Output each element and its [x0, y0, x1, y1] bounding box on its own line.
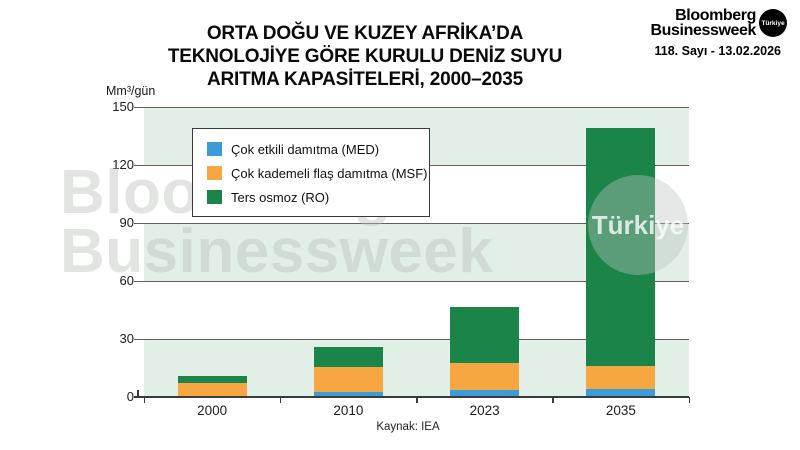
x-axis-tick [688, 397, 690, 403]
y-tick-label: 0 [126, 389, 134, 404]
legend-item: Çok kademeli flaş damıtma (MSF) [207, 161, 429, 185]
brand-line1: Bloomberg [675, 7, 756, 24]
x-tick-label: 2010 [333, 403, 364, 418]
legend-swatch [207, 142, 222, 156]
x-tick-label: 2023 [469, 403, 500, 418]
bar-segment [313, 346, 383, 368]
bloomberg-businessweek-logo: Bloomberg Businessweek [650, 7, 757, 39]
x-axis-tick [552, 397, 554, 403]
bar-segment [586, 128, 656, 367]
chart-legend: Çok etkili damıtma (MED) Çok kademeli fla… [192, 128, 430, 217]
legend-swatch [207, 166, 222, 180]
gridline [134, 338, 689, 340]
x-axis-line [134, 396, 689, 398]
chart-title: ORTA DOĞU VE KUZEY AFRİKA’DA TEKNOLOJİYE… [125, 22, 605, 91]
legend-item: Ters osmoz (RO) [207, 185, 429, 209]
legend-item: Çok etkili damıtma (MED) [207, 137, 429, 161]
bar-segment [586, 389, 656, 397]
legend-label: Çok etkili damıtma (MED) [231, 141, 380, 157]
x-axis-tick [279, 397, 282, 403]
bar-segment [177, 383, 247, 397]
source-label: Kaynak: IEA [376, 421, 440, 433]
turkiye-badge-icon: Türkiye [759, 9, 787, 37]
legend-label: Ters osmoz (RO) [231, 189, 330, 205]
gridline [134, 222, 689, 224]
x-tick-label: 2000 [197, 403, 228, 418]
y-tick-label: 120 [112, 157, 134, 172]
x-axis-tick [143, 397, 145, 403]
issue-date: 118. Sayı - 13.02.2026 [654, 44, 782, 58]
legend-swatch [207, 190, 222, 204]
bar-segment [177, 375, 247, 384]
bar-segment [313, 367, 383, 393]
bar-segment [450, 307, 520, 364]
chart-title-line1: ORTA DOĞU VE KUZEY AFRİKA’DA [206, 23, 524, 44]
y-tick-label: 60 [119, 273, 134, 288]
x-tick-label: 2035 [605, 403, 636, 418]
y-tick-label: 90 [119, 215, 134, 230]
legend-label: Çok kademeli flaş damıtma (MSF) [231, 165, 428, 181]
x-axis-end-cap [137, 390, 139, 397]
bar-segment [313, 392, 383, 397]
y-tick-label: 30 [119, 331, 134, 346]
gridline [134, 280, 689, 282]
bar-segment [450, 363, 520, 391]
y-axis-unit-label: Mm³/gün [106, 84, 156, 98]
turkiye-badge-label: Türkiye [761, 19, 785, 27]
chart-title-line3: ARITMA KAPASİTELERİ, 2000–2035 [206, 69, 524, 90]
y-tick-label: 150 [112, 99, 134, 114]
gridline [134, 106, 689, 108]
brand-line2: Businessweek [650, 22, 757, 39]
bar-segment [450, 390, 520, 397]
chart-title-line2: TEKNOLOJİYE GÖRE KURULU DENİZ SUYU [167, 46, 563, 67]
bar-segment [586, 366, 656, 390]
x-axis-tick [416, 397, 418, 403]
